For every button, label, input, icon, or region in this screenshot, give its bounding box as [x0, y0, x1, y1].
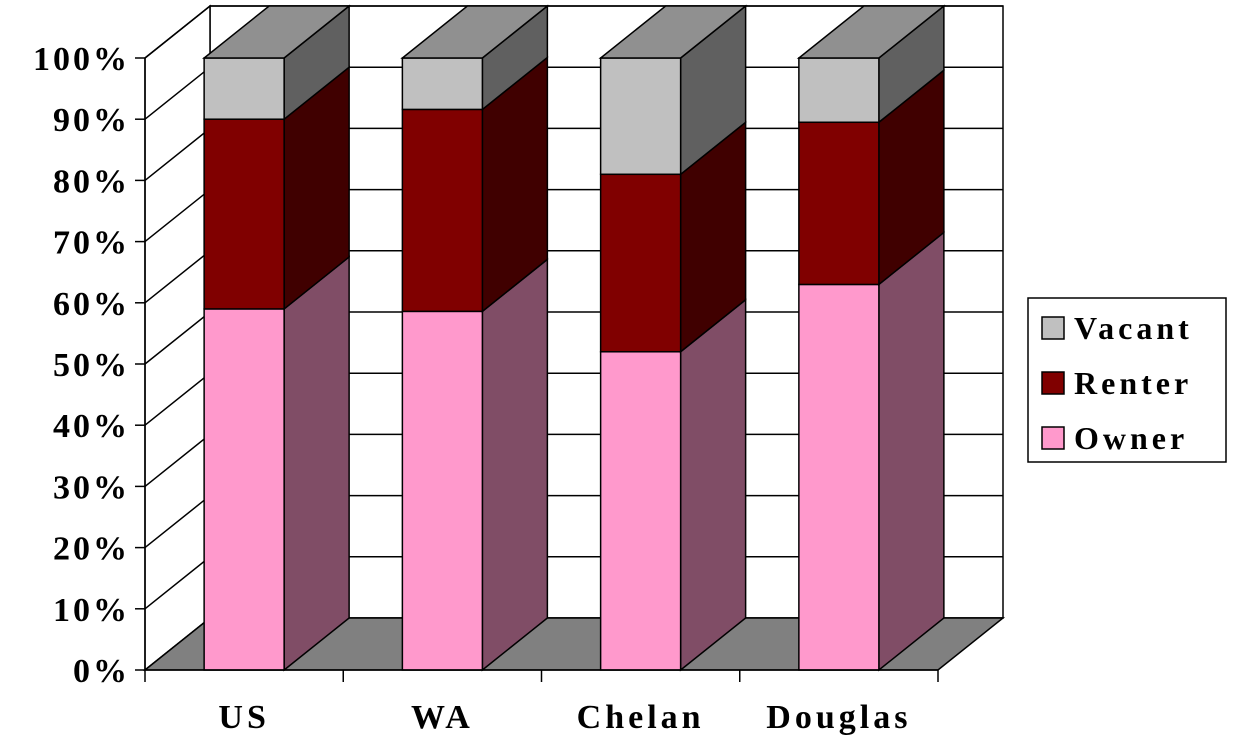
bar-owner-douglas	[798, 283, 880, 671]
bar-stack-douglas	[796, 4, 947, 672]
y-tick-label: 10%	[53, 592, 130, 629]
bar-vacant-douglas	[798, 57, 880, 124]
bar-renter-douglas	[798, 121, 880, 286]
bar-top-vacant-wa	[400, 5, 550, 59]
x-label-douglas: Douglas	[766, 699, 911, 736]
legend-swatch-renter	[1041, 371, 1065, 395]
bar-renter-chelan	[599, 173, 682, 353]
bar-stack-chelan	[598, 4, 748, 672]
y-tick-label: 50%	[53, 347, 130, 384]
bar-top-vacant-chelan	[598, 5, 748, 59]
bar-top-vacant-douglas	[796, 5, 947, 59]
x-label-us: US	[218, 699, 269, 736]
bar-stack-wa	[400, 4, 550, 672]
bar-vacant-wa	[401, 57, 484, 111]
y-tick-label: 20%	[53, 531, 130, 568]
bar-vacant-us	[203, 57, 285, 120]
y-tick-label: 30%	[53, 469, 130, 506]
bar-owner-wa	[401, 310, 484, 671]
bar-side-owner-douglas	[878, 230, 945, 672]
y-tick-label: 0%	[73, 653, 130, 690]
x-label-wa: WA	[411, 699, 474, 736]
y-tick-labels: 0% 10% 20% 30% 40% 50% 60% 70% 80% 90% 100%	[33, 41, 130, 690]
axes	[135, 57, 939, 682]
y-tick-label: 100%	[33, 41, 130, 78]
bar-vacant-chelan	[599, 57, 682, 176]
y-tick-label: 70%	[53, 225, 130, 262]
bar-side-owner-us	[283, 255, 350, 672]
bar-renter-wa	[401, 108, 484, 313]
y-tick-label: 60%	[53, 286, 130, 323]
bar-owner-chelan	[599, 351, 682, 671]
x-label-chelan: Chelan	[577, 699, 705, 736]
x-category-labels: US WA Chelan Douglas	[218, 699, 911, 736]
bar-renter-us	[203, 118, 285, 310]
y-tick-label: 40%	[53, 408, 130, 445]
bar-side-owner-chelan	[679, 298, 747, 672]
y-tick-label: 90%	[53, 102, 130, 139]
bar-stack-us	[201, 4, 352, 672]
y-tick-label: 80%	[53, 163, 130, 200]
legend-swatch-owner	[1041, 426, 1065, 450]
bar-owner-us	[203, 308, 285, 671]
legend-label-vacant: Vacant	[1074, 310, 1193, 346]
legend-label-owner: Owner	[1074, 420, 1188, 456]
legend: Vacant Renter Owner	[1027, 297, 1227, 463]
legend-swatch-vacant	[1041, 316, 1065, 340]
bar-top-vacant-us	[201, 5, 352, 59]
legend-label-renter: Renter	[1074, 365, 1192, 401]
bar-side-owner-wa	[481, 257, 549, 672]
bars	[201, 4, 947, 672]
